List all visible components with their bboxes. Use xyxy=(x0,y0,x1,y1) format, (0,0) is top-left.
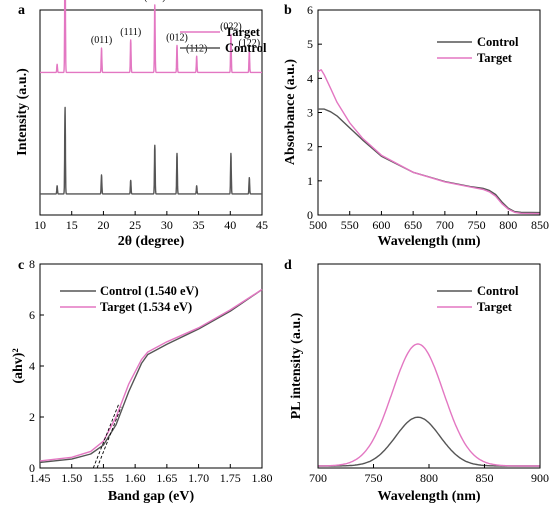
pl-series-control xyxy=(318,416,540,467)
xrd-series-control xyxy=(39,106,263,195)
panel-c: c 1.45 1.50 1.55 1.60 1.65 1.70 1.75 1.80 0 2 4 6 8… xyxy=(11,257,273,504)
panel-a-legend-control: Control xyxy=(225,41,267,55)
panel-a: a (001)(011)(111)(002)(012)(112)(022)(12… xyxy=(15,0,268,249)
x-tick-label: 850 xyxy=(531,218,549,232)
panel-c-y-ticks: 0 2 4 6 8 xyxy=(29,257,44,475)
x-tick-label: 35 xyxy=(193,218,205,232)
peak-annotation: (011) xyxy=(91,35,112,46)
panel-a-x-ticks: 10 15 20 25 30 35 40 45 xyxy=(34,211,268,232)
y-tick-label: 5 xyxy=(307,37,313,51)
y-tick-label: 6 xyxy=(307,3,313,17)
panel-d-x-ticks: 700 750 800 850 900 xyxy=(309,464,549,485)
peak-annotation: (112) xyxy=(186,43,207,54)
x-tick-label: 650 xyxy=(404,218,422,232)
panel-c-legend-target: Target (1.534 eV) xyxy=(100,300,192,314)
x-tick-label: 750 xyxy=(468,218,486,232)
y-tick-label: 0 xyxy=(29,461,35,475)
peak-annotation: (111) xyxy=(120,27,141,38)
panel-c-x-ticks: 1.45 1.50 1.55 1.60 1.65 1.70 1.75 1.80 xyxy=(30,464,273,485)
tangent-line-0 xyxy=(96,406,122,469)
panel-d: d 700 750 800 850 900 Wavelength (nm) PL int… xyxy=(284,258,549,504)
x-tick-label: 45 xyxy=(256,218,268,232)
x-tick-label: 25 xyxy=(129,218,141,232)
x-tick-label: 600 xyxy=(372,218,390,232)
y-tick-label: 6 xyxy=(29,308,35,322)
x-tick-label: 1.75 xyxy=(220,471,241,485)
x-tick-label: 850 xyxy=(476,471,494,485)
absorbance-series-target xyxy=(317,69,541,215)
panel-b-legend-target: Target xyxy=(477,51,513,65)
peak-annotation: (022) xyxy=(220,22,242,33)
panel-a-plot: (001)(011)(111)(002)(012)(112)(022)(122) xyxy=(39,0,263,195)
tangent-line-1 xyxy=(92,404,120,469)
x-tick-label: 1.50 xyxy=(61,471,82,485)
xrd-series-target xyxy=(39,0,263,74)
panel-b-y-label: Absorbance (a.u.) xyxy=(283,59,298,166)
panel-b-legend-control: Control xyxy=(477,35,519,49)
panel-d-label: d xyxy=(284,258,292,273)
tauc-series-1 xyxy=(39,288,263,462)
panel-b: b 500 550 600 650 700 750 800 850 0 1 2 3 4 5 6 Wavel… xyxy=(283,3,549,249)
x-tick-label: 750 xyxy=(365,471,383,485)
x-tick-label: 1.65 xyxy=(156,471,177,485)
y-tick-label: 4 xyxy=(307,71,313,85)
y-tick-label: 0 xyxy=(307,208,313,222)
panel-c-plot xyxy=(39,288,263,469)
panel-b-x-label: Wavelength (nm) xyxy=(377,234,480,249)
panel-a-x-label: 2θ (degree) xyxy=(118,234,185,249)
panel-d-legend-control: Control xyxy=(477,284,519,298)
x-tick-label: 800 xyxy=(420,471,438,485)
y-tick-label: 2 xyxy=(307,140,313,154)
peak-annotation: (012) xyxy=(166,33,188,44)
panel-a-legend-target: Target xyxy=(225,25,261,39)
panel-b-legend: Control Target xyxy=(437,35,519,65)
x-tick-label: 800 xyxy=(499,218,517,232)
panel-a-label: a xyxy=(18,3,25,18)
panel-d-legend: Control Target xyxy=(437,284,519,314)
x-tick-label: 1.45 xyxy=(30,471,51,485)
panel-d-x-label: Wavelength (nm) xyxy=(377,489,480,504)
x-tick-label: 20 xyxy=(97,218,109,232)
x-tick-label: 1.55 xyxy=(93,471,114,485)
panel-b-y-ticks: 0 1 2 3 4 5 6 xyxy=(307,3,322,222)
x-tick-label: 1.70 xyxy=(188,471,209,485)
pl-series-target xyxy=(318,343,540,467)
x-tick-label: 40 xyxy=(224,218,236,232)
panel-c-legend: Control (1.540 eV) Target (1.534 eV) xyxy=(60,284,199,314)
x-tick-label: 700 xyxy=(309,471,327,485)
x-tick-label: 1.60 xyxy=(125,471,146,485)
panel-c-label: c xyxy=(18,258,24,273)
panel-b-plot xyxy=(317,69,541,215)
panel-a-frame xyxy=(39,9,263,216)
x-tick-label: 900 xyxy=(531,471,549,485)
panel-a-legend: Target Control xyxy=(180,25,267,55)
panel-a-y-label: Intensity (a.u.) xyxy=(15,68,30,156)
x-tick-label: 700 xyxy=(436,218,454,232)
y-tick-label: 2 xyxy=(29,410,35,424)
y-tick-label: 3 xyxy=(307,106,313,120)
x-tick-label: 500 xyxy=(309,218,327,232)
x-tick-label: 30 xyxy=(161,218,173,232)
y-tick-label: 8 xyxy=(29,257,35,271)
panel-b-label: b xyxy=(284,3,292,18)
y-tick-label: 1 xyxy=(307,174,313,188)
panel-b-x-ticks: 500 550 600 650 700 750 800 850 xyxy=(309,211,549,232)
peak-annotation: (002) xyxy=(144,0,166,3)
panel-c-x-label: Band gap (eV) xyxy=(108,489,195,504)
tauc-series-0 xyxy=(39,288,263,464)
peak-annotation: (122) xyxy=(238,38,260,49)
x-tick-label: 15 xyxy=(66,218,78,232)
panel-c-y-label: (ahv)² xyxy=(11,348,26,383)
panel-d-legend-target: Target xyxy=(477,300,513,314)
y-tick-label: 4 xyxy=(29,359,35,373)
panel-d-y-label: PL intensity (a.u.) xyxy=(289,312,304,419)
x-tick-label: 550 xyxy=(341,218,359,232)
panel-c-legend-control: Control (1.540 eV) xyxy=(100,284,199,298)
panel-d-plot xyxy=(318,343,540,467)
x-tick-label: 1.80 xyxy=(252,471,273,485)
x-tick-label: 10 xyxy=(34,218,46,232)
